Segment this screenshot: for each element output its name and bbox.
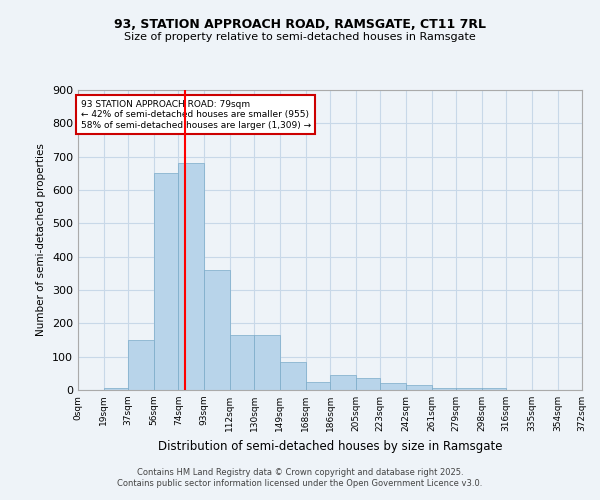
- Bar: [431, 388, 456, 390]
- Bar: [330, 375, 356, 390]
- Bar: [230, 335, 254, 390]
- Bar: [104, 388, 128, 390]
- Bar: [456, 388, 482, 390]
- Bar: [254, 335, 280, 390]
- Text: 93 STATION APPROACH ROAD: 79sqm
← 42% of semi-detached houses are smaller (955)
: 93 STATION APPROACH ROAD: 79sqm ← 42% of…: [81, 100, 311, 130]
- Bar: [178, 164, 204, 390]
- Bar: [128, 340, 154, 390]
- Bar: [280, 362, 305, 390]
- Bar: [305, 382, 330, 390]
- Bar: [204, 270, 230, 390]
- Bar: [406, 385, 431, 390]
- X-axis label: Distribution of semi-detached houses by size in Ramsgate: Distribution of semi-detached houses by …: [158, 440, 502, 452]
- Y-axis label: Number of semi-detached properties: Number of semi-detached properties: [37, 144, 46, 336]
- Bar: [154, 174, 178, 390]
- Text: Size of property relative to semi-detached houses in Ramsgate: Size of property relative to semi-detach…: [124, 32, 476, 42]
- Text: 93, STATION APPROACH ROAD, RAMSGATE, CT11 7RL: 93, STATION APPROACH ROAD, RAMSGATE, CT1…: [114, 18, 486, 30]
- Bar: [380, 384, 406, 390]
- Text: Contains HM Land Registry data © Crown copyright and database right 2025.
Contai: Contains HM Land Registry data © Crown c…: [118, 468, 482, 487]
- Bar: [356, 378, 380, 390]
- Bar: [482, 388, 506, 390]
